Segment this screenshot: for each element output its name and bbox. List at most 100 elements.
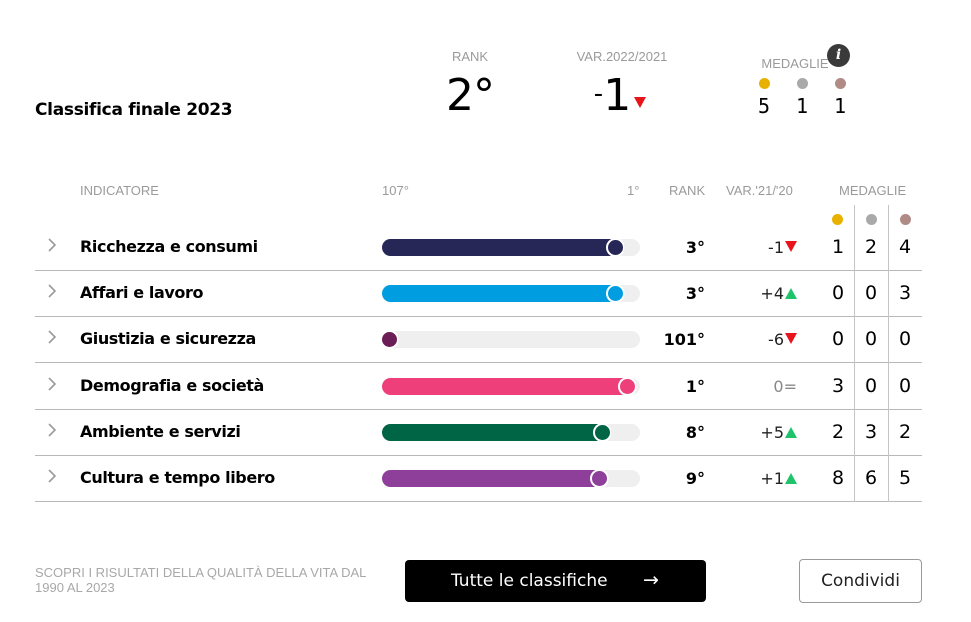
rank-bar (382, 469, 640, 488)
indicator-name: Giustizia e sicurezza (80, 329, 256, 348)
indicator-name: Cultura e tempo libero (80, 468, 275, 487)
all-rankings-button[interactable]: Tutte le classifiche → (405, 560, 706, 602)
silver-count: 6 (864, 467, 878, 489)
gold-count: 5 (757, 94, 771, 118)
gold-count: 2 (831, 421, 845, 443)
silver-count: 0 (864, 282, 878, 304)
summary-rank-label: RANK (451, 49, 489, 64)
bronze-medal-icon (900, 214, 911, 225)
variation-value: +4 (760, 284, 784, 303)
variation-value: 0= (773, 377, 797, 396)
bronze-count: 3 (898, 282, 912, 304)
summary-var-label: VAR.2022/2021 (576, 49, 668, 64)
silver-medal-icon (797, 78, 808, 89)
bronze-medal-icon (835, 78, 846, 89)
indicator-name: Demografia e società (80, 376, 264, 395)
table-row[interactable]: Cultura e tempo libero 9° +1 8 6 5 (35, 456, 922, 502)
variation-value: +1 (760, 469, 784, 488)
silver-count: 1 (795, 94, 809, 118)
column-divider (888, 205, 889, 502)
indicator-variation: +4 (715, 284, 797, 303)
all-rankings-label: Tutte le classifiche (451, 571, 608, 591)
bronze-count: 1 (833, 94, 847, 118)
rank-bar (382, 284, 640, 303)
gold-medal-icon (832, 214, 843, 225)
indicator-rank: 3° (685, 238, 705, 257)
rank-bar-fill (382, 424, 612, 441)
rank-bar (382, 377, 640, 396)
page-title: Classifica finale 2023 (35, 100, 233, 120)
rank-bar-marker (618, 377, 637, 396)
silver-count: 0 (864, 375, 878, 397)
column-divider (854, 205, 855, 502)
variation-value: -6 (768, 330, 784, 349)
table-row[interactable]: Ambiente e servizi 8° +5 2 3 2 (35, 410, 922, 456)
bronze-count: 0 (898, 328, 912, 350)
triangle-down-icon (634, 97, 647, 108)
chevron-right-icon[interactable] (47, 468, 57, 484)
rank-bar-fill (382, 470, 609, 487)
indicator-name: Ambiente e servizi (80, 422, 241, 441)
summary-rank-value: 2° (446, 70, 495, 121)
silver-count: 2 (864, 236, 878, 258)
triangle-up-icon (785, 473, 797, 484)
gold-count: 0 (831, 328, 845, 350)
indicator-rank: 3° (685, 284, 705, 303)
gold-medal-icon (759, 78, 770, 89)
table-row[interactable]: Ricchezza e consumi 3° -1 1 2 4 (35, 225, 922, 271)
indicator-name: Affari e lavoro (80, 283, 204, 302)
table-row[interactable]: Demografia e società 1° 0= 3 0 0 (35, 364, 922, 410)
history-note: SCOPRI I RISULTATI DELLA QUALITÀ DELLA V… (35, 565, 366, 595)
triangle-up-icon (785, 288, 797, 299)
col-indicator: INDICATORE (80, 183, 159, 198)
var-number: 1 (603, 70, 632, 121)
bronze-count: 0 (898, 375, 912, 397)
variation-value: +5 (760, 423, 784, 442)
table-row[interactable]: Affari e lavoro 3° +4 0 0 3 (35, 271, 922, 317)
col-scale-min: 107° (382, 183, 409, 198)
gold-count: 3 (831, 375, 845, 397)
rank-bar-marker (380, 330, 399, 349)
rank-bar-fill (382, 378, 637, 395)
rank-bar-marker (593, 423, 612, 442)
chevron-right-icon[interactable] (47, 422, 57, 438)
chevron-right-icon[interactable] (47, 237, 57, 253)
rank-bar-fill (382, 285, 625, 302)
chevron-right-icon[interactable] (47, 376, 57, 392)
chevron-right-icon[interactable] (47, 329, 57, 345)
gold-count: 1 (831, 236, 845, 258)
rank-bar (380, 330, 640, 349)
bronze-count: 2 (898, 421, 912, 443)
summary-medals-label: MEDAGLIE (761, 56, 829, 71)
info-icon[interactable]: i (827, 44, 850, 67)
rank-bar-marker (606, 238, 625, 257)
gold-count: 0 (831, 282, 845, 304)
indicator-rank: 1° (685, 377, 705, 396)
col-var: VAR.'21/'20 (726, 183, 793, 198)
rank-bar (382, 423, 640, 442)
silver-medal-icon (866, 214, 877, 225)
chevron-right-icon[interactable] (47, 283, 57, 299)
bronze-count: 4 (898, 236, 912, 258)
triangle-down-icon (785, 333, 797, 344)
indicator-rank: 101° (663, 330, 705, 349)
indicator-variation: 0= (715, 377, 797, 396)
indicator-name: Ricchezza e consumi (80, 237, 258, 256)
triangle-up-icon (785, 427, 797, 438)
summary-var-value: -1 (580, 70, 660, 121)
triangle-down-icon (785, 241, 797, 252)
gold-count: 8 (831, 467, 845, 489)
col-medals: MEDAGLIE (839, 183, 907, 198)
col-rank: RANK (669, 183, 706, 198)
rank-bar-marker (590, 469, 609, 488)
arrow-right-icon: → (643, 569, 659, 591)
indicator-rank: 8° (685, 423, 705, 442)
table-row[interactable]: Giustizia e sicurezza 101° -6 0 0 0 (35, 317, 922, 363)
col-scale-max: 1° (627, 183, 640, 198)
indicator-variation: +5 (715, 423, 797, 442)
rank-bar-fill (382, 239, 625, 256)
indicator-variation: -6 (715, 330, 797, 349)
variation-value: -1 (768, 238, 784, 257)
share-button[interactable]: Condividi (799, 559, 922, 603)
indicator-variation: -1 (715, 238, 797, 257)
